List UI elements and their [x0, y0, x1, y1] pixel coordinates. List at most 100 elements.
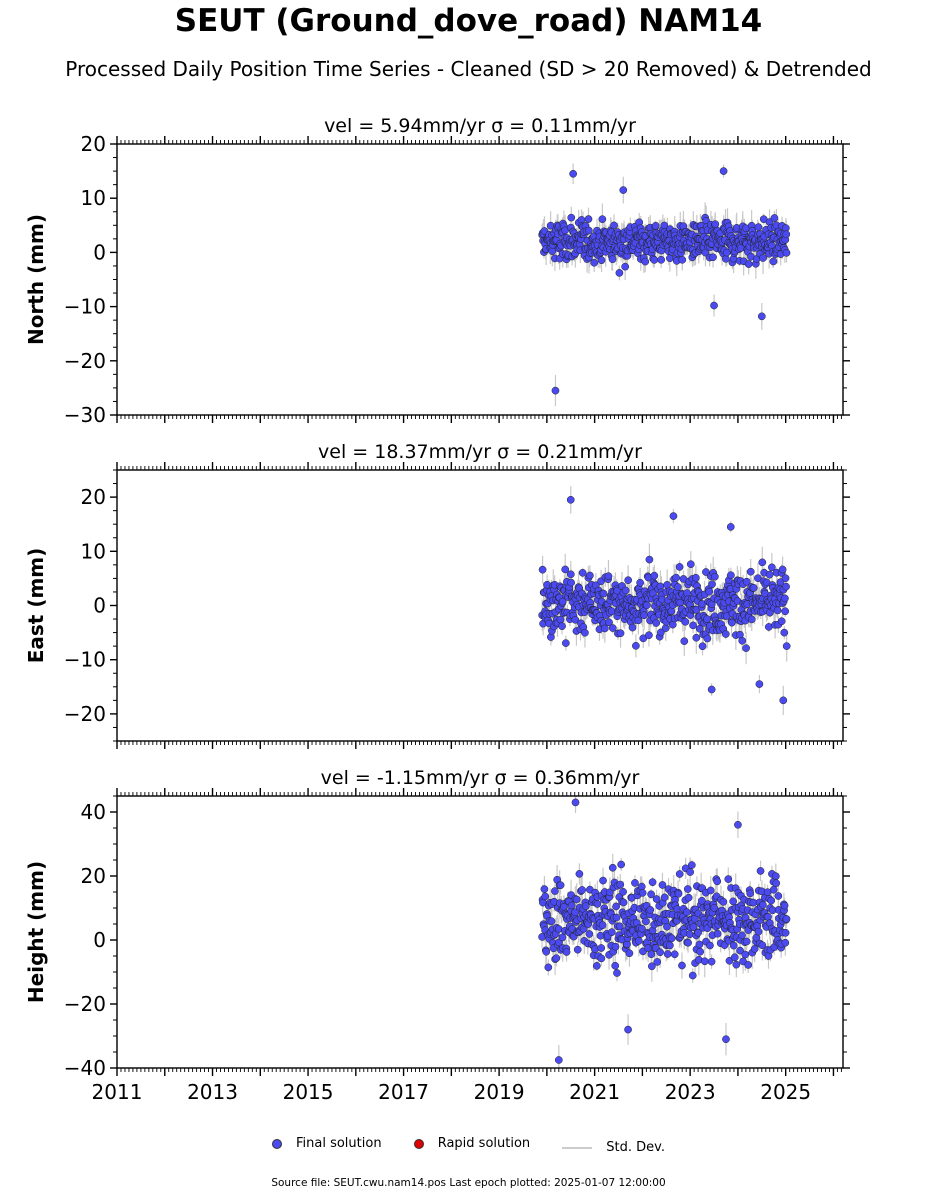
data-point	[597, 256, 606, 265]
data-point	[670, 950, 679, 959]
data-point	[567, 578, 575, 587]
y-tick-label: −30	[64, 403, 106, 427]
legend-item-final: Final solution	[271, 1136, 382, 1151]
x-tick-label: 2021	[569, 1080, 620, 1104]
data-point	[684, 938, 692, 947]
data-point	[781, 928, 790, 937]
data-point	[648, 962, 656, 971]
panel-title: vel = 5.94mm/yr σ = 0.11mm/yr	[324, 115, 636, 137]
data-point	[600, 624, 609, 633]
data-point	[782, 915, 791, 923]
legend-std-line	[562, 1146, 593, 1149]
data-point	[605, 618, 613, 627]
data-point	[571, 908, 579, 917]
data-point	[673, 583, 682, 591]
data-point	[736, 946, 744, 955]
data-point	[711, 220, 720, 229]
data-point	[678, 255, 687, 264]
data-point	[653, 958, 662, 966]
data-point	[661, 624, 670, 632]
plot-frame	[116, 143, 844, 416]
y-tick-label: 20	[81, 864, 106, 888]
data-point	[768, 563, 776, 572]
data-point	[616, 629, 625, 638]
data-point	[625, 949, 634, 958]
data-point	[646, 906, 655, 914]
data-point	[608, 624, 617, 632]
y-tick-label: −10	[64, 648, 106, 672]
data-point	[552, 954, 561, 963]
data-point	[729, 897, 738, 906]
data-point	[719, 167, 728, 175]
data-point	[707, 685, 716, 694]
data-point	[708, 580, 716, 589]
data-point	[698, 642, 707, 651]
data-point	[781, 594, 789, 603]
data-point	[771, 872, 780, 881]
data-point	[691, 914, 699, 923]
data-point	[742, 937, 751, 946]
y-axis-label: North (mm)	[24, 214, 48, 345]
legend: Final solution Rapid solution Std. Dev.	[0, 1136, 937, 1155]
data-point	[781, 607, 790, 616]
data-point	[726, 523, 735, 531]
plot-frame	[116, 795, 844, 1069]
data-point	[561, 565, 570, 574]
data-point	[578, 568, 587, 577]
data-point	[710, 301, 718, 310]
y-tick-label: 0	[93, 594, 106, 618]
data-point	[746, 889, 755, 898]
data-point	[728, 618, 736, 627]
data-point	[713, 877, 722, 886]
data-point	[645, 631, 653, 640]
data-point	[638, 889, 647, 897]
data-point	[672, 573, 680, 582]
data-point	[755, 680, 764, 688]
series-final-solution	[538, 796, 791, 1068]
data-point	[694, 928, 702, 937]
data-point	[608, 255, 617, 264]
data-point	[584, 215, 593, 223]
data-point	[780, 901, 789, 910]
y-tick-label: 10	[81, 539, 106, 563]
data-point	[746, 567, 755, 576]
y-tick-label: −10	[64, 295, 106, 319]
data-point	[725, 956, 734, 965]
data-point	[547, 633, 555, 641]
data-point	[710, 904, 719, 912]
data-point	[686, 560, 695, 569]
y-tick-label: −20	[64, 702, 106, 726]
series-final-solution	[538, 486, 791, 715]
data-point	[581, 902, 590, 911]
data-point	[641, 257, 650, 266]
data-point	[598, 215, 607, 224]
data-point	[575, 870, 584, 878]
data-point	[721, 630, 730, 638]
x-tick-label: 2025	[760, 1080, 811, 1104]
data-point	[781, 938, 790, 947]
data-point	[729, 941, 738, 950]
data-point	[650, 571, 659, 580]
data-point	[738, 931, 746, 940]
data-point	[744, 260, 753, 268]
data-point	[652, 619, 661, 627]
data-point	[604, 572, 613, 580]
data-point	[703, 634, 712, 643]
data-point	[777, 617, 786, 626]
y-tick-label: 10	[81, 186, 106, 210]
data-point	[617, 860, 626, 869]
data-point	[709, 253, 717, 262]
data-point	[758, 941, 767, 950]
data-point	[619, 186, 628, 194]
data-point	[719, 897, 728, 906]
data-point	[711, 572, 719, 581]
data-point	[732, 960, 741, 969]
data-point	[647, 950, 656, 959]
data-point	[782, 582, 790, 591]
data-point	[632, 641, 640, 650]
data-point	[643, 601, 651, 610]
data-point	[610, 221, 618, 230]
legend-rapid-label: Rapid solution	[437, 1136, 531, 1151]
